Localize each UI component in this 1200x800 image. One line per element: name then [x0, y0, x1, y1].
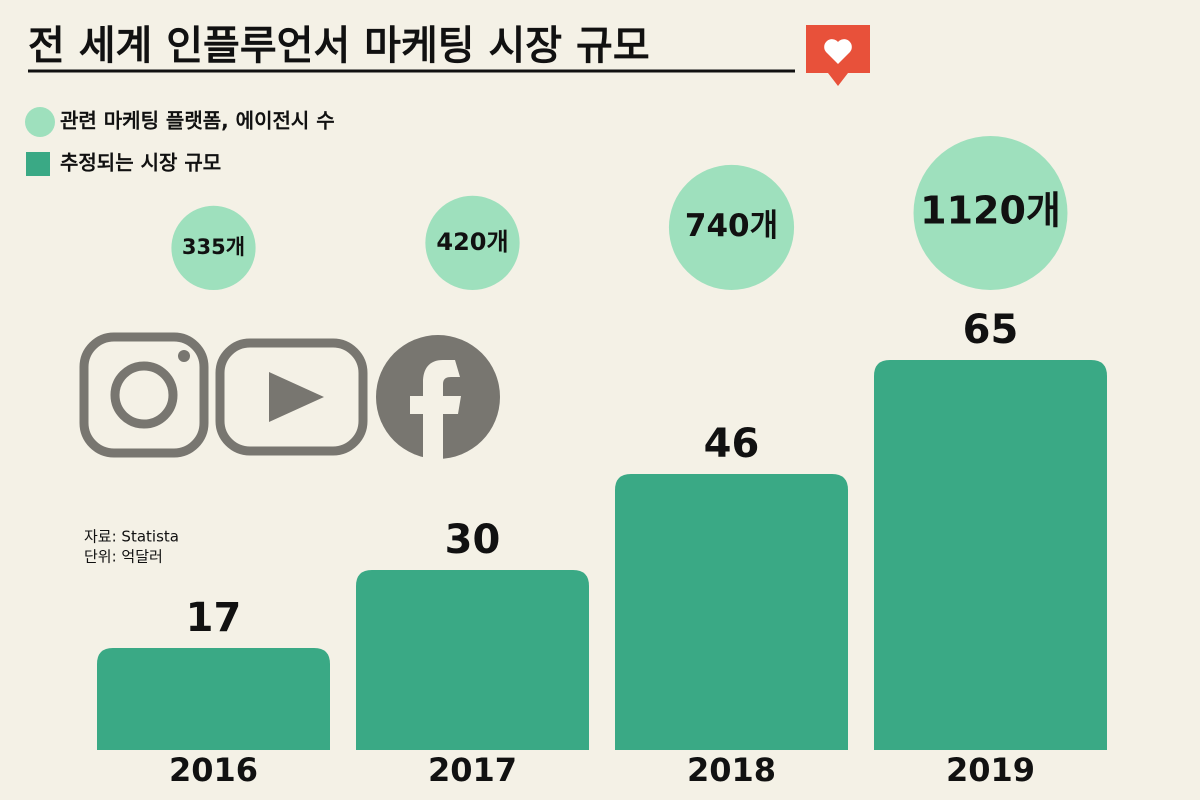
legend-swatch — [25, 107, 55, 137]
bubble-label: 335개 — [182, 235, 245, 259]
social-icons — [79, 332, 500, 459]
legend-label: 관련 마케팅 플랫폼, 에이전시 수 — [60, 109, 335, 133]
bar-value-label: 17 — [186, 595, 242, 641]
bubble-label: 740개 — [685, 208, 778, 244]
heart-icon — [806, 25, 870, 86]
unit-note: 단위: 억달러 — [84, 548, 163, 566]
bubble — [425, 195, 520, 290]
x-tick-label: 2016 — [169, 751, 258, 789]
bubble — [913, 136, 1068, 290]
bar-value-label: 30 — [445, 517, 501, 563]
bubble-label: 1120개 — [920, 189, 1061, 233]
x-tick-label: 2018 — [687, 751, 776, 789]
source-note: 자료: Statista — [84, 528, 179, 546]
bar — [615, 474, 848, 750]
legend-label: 추정되는 시장 규모 — [60, 151, 221, 175]
bubble — [668, 164, 795, 290]
bar-value-label: 65 — [963, 307, 1019, 353]
bubble — [171, 205, 256, 290]
bar — [97, 648, 330, 750]
bar — [874, 360, 1107, 750]
bubble-label: 420개 — [436, 228, 508, 256]
x-tick-label: 2019 — [946, 751, 1035, 789]
bar-value-label: 46 — [704, 421, 760, 467]
bar — [356, 570, 589, 750]
chart-title: 전 세계 인플루언서 마케팅 시장 규모 — [28, 23, 650, 69]
x-tick-label: 2017 — [428, 751, 517, 789]
legend-swatch — [26, 152, 50, 176]
